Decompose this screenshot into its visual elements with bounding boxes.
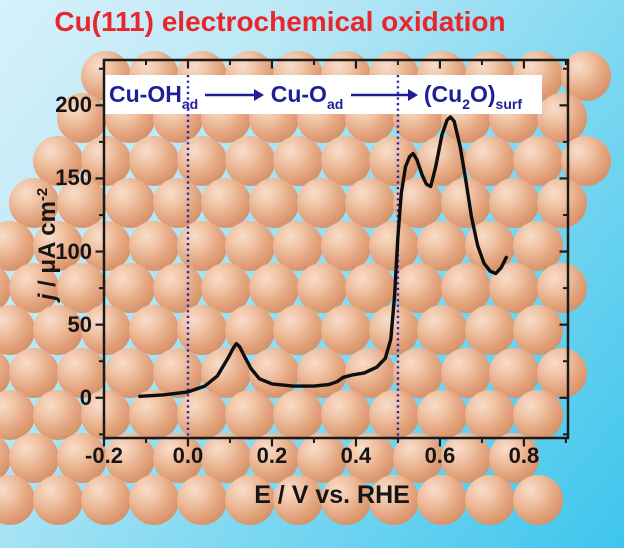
formula-cu-o: Cu-Oad <box>270 81 344 112</box>
x-tick-label: 0.0 <box>172 443 204 468</box>
y-axis-title: j / μA cm-2 <box>34 187 61 301</box>
reaction-annotation-box: Cu-OHad Cu-Oad (Cu2O)surf <box>104 75 542 114</box>
copper-atom-sphere <box>57 432 107 483</box>
copper-atom-sphere <box>225 475 275 525</box>
x-tick-label: 0.6 <box>424 443 456 468</box>
y-tick-label: 150 <box>55 165 92 191</box>
copper-atom-sphere <box>57 178 107 229</box>
subscript: surf <box>495 96 522 112</box>
copper-atom-sphere <box>33 475 83 525</box>
copper-atom-sphere <box>9 263 59 313</box>
copper-atom-sphere <box>153 432 203 483</box>
y-tick-label: 50 <box>67 311 92 337</box>
formula-cu2o: (Cu2O)surf <box>423 81 522 112</box>
copper-atom-sphere <box>9 432 59 483</box>
copper-atom-sphere <box>9 347 59 398</box>
arrow-right-icon <box>350 88 418 101</box>
copper-atom-sphere <box>273 475 323 525</box>
y-tick-label: 100 <box>55 238 92 264</box>
x-tick-label: 0.4 <box>340 443 372 468</box>
y-tick-label: 200 <box>55 92 92 118</box>
copper-atom-sphere <box>513 475 563 525</box>
copper-atom-sphere <box>489 432 539 483</box>
copper-atom-sphere <box>129 475 179 525</box>
x-axis-title: E / V vs. RHE <box>254 481 410 509</box>
copper-atom-sphere <box>0 347 11 398</box>
copper-atom-sphere <box>33 135 83 186</box>
y-tick-label: 0 <box>79 384 92 410</box>
copper-atom-sphere <box>57 93 107 144</box>
copper-atom-sphere <box>81 475 131 525</box>
copper-atom-sphere <box>33 305 83 356</box>
copper-atom-sphere <box>0 432 11 483</box>
copper-atom-sphere <box>33 390 83 441</box>
copper-atom-sphere <box>321 475 371 525</box>
copper-atom-sphere <box>57 263 107 313</box>
copper-atom-sphere <box>201 432 251 483</box>
copper-atom-sphere <box>465 475 515 525</box>
copper-atom-sphere <box>0 263 11 313</box>
copper-atom-sphere <box>561 51 611 101</box>
subscript: ad <box>181 96 199 112</box>
copper-atom-sphere <box>177 475 227 525</box>
subscript: 2 <box>462 96 470 112</box>
subscript: ad <box>326 96 344 112</box>
copper-atom-sphere <box>561 135 611 186</box>
x-tick-label: 0.2 <box>256 443 288 468</box>
copper-atom-sphere <box>393 432 443 483</box>
copper-atom-sphere <box>57 347 107 398</box>
formula-cu-oh: Cu-OHad <box>109 81 199 112</box>
copper-atom-sphere <box>249 432 299 483</box>
copper-atom-sphere <box>33 220 83 271</box>
copper-atom-sphere <box>9 178 59 229</box>
arrow-right-icon <box>205 88 265 101</box>
x-tick-label: 0.8 <box>508 443 540 468</box>
x-tick-label: -0.2 <box>85 443 123 468</box>
copper-atom-sphere <box>417 475 467 525</box>
figure-title: Cu(111) electrochemical oxidation <box>54 6 506 37</box>
copper-atom-sphere <box>369 475 419 525</box>
copper-atom-sphere <box>297 432 347 483</box>
copper-atom-sphere <box>345 432 395 483</box>
